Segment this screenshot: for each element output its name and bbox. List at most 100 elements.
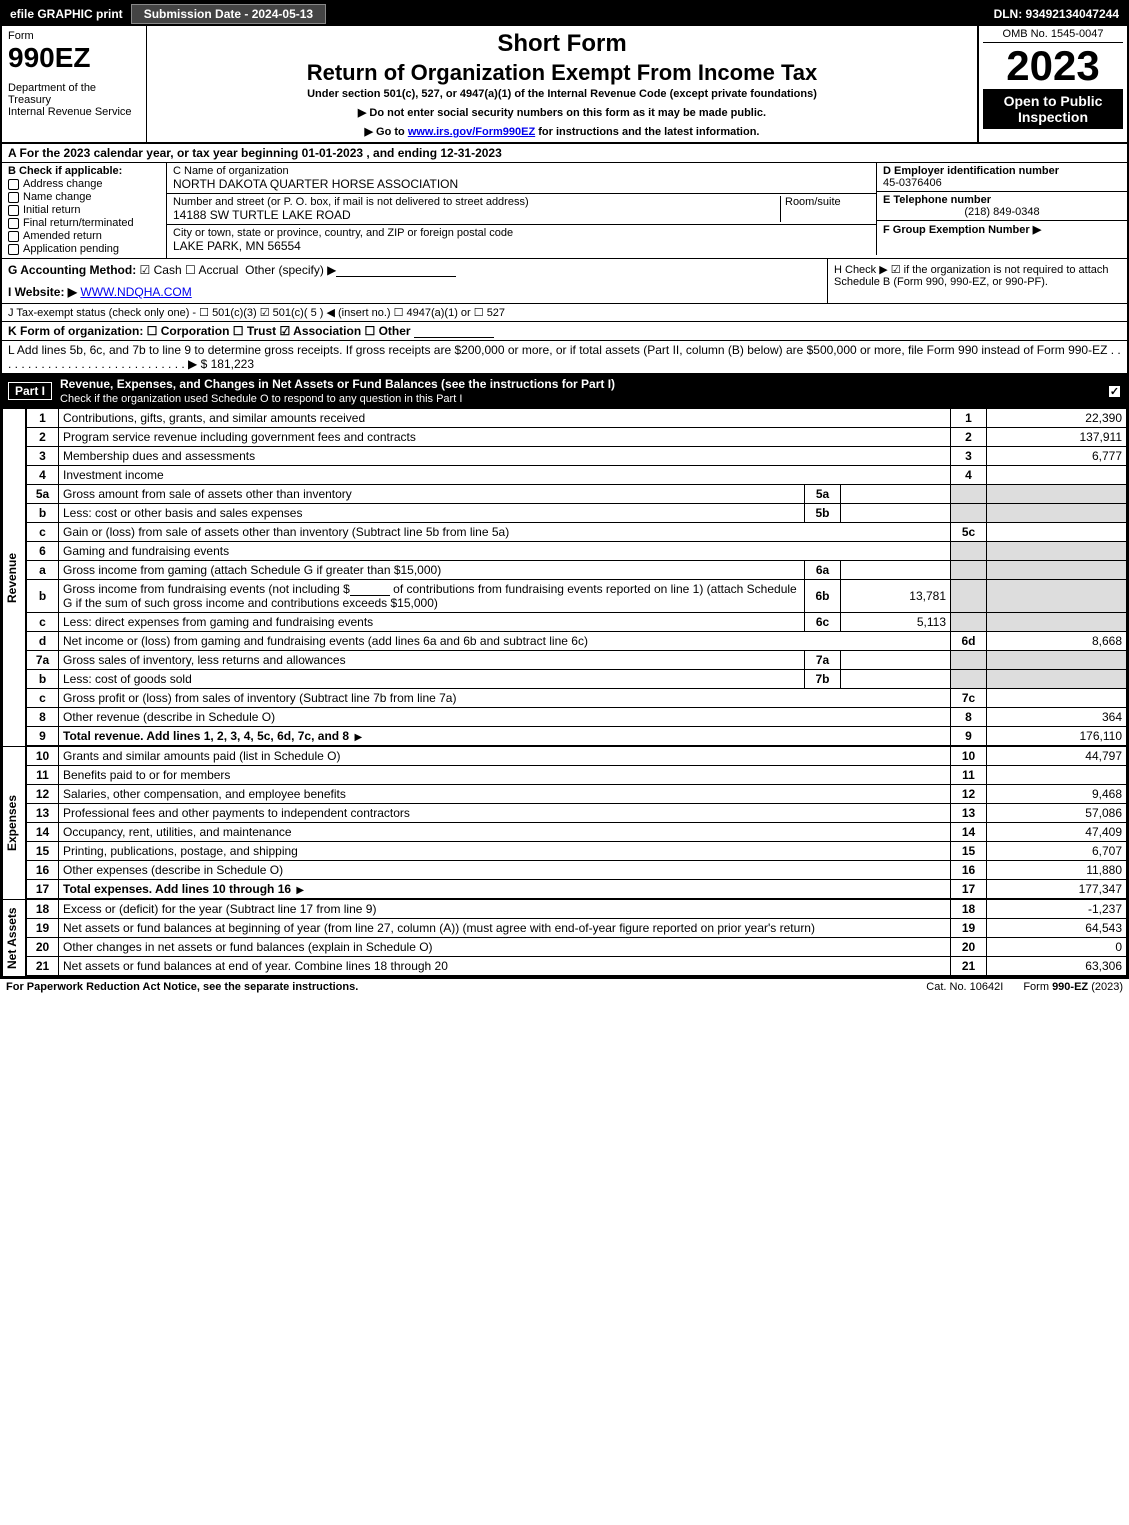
row-g: G Accounting Method: ☑ Cash ☐ Accrual Ot… xyxy=(2,259,827,303)
phone-cell: E Telephone number (218) 849-0348 xyxy=(877,192,1127,221)
line-8: 8Other revenue (describe in Schedule O)8… xyxy=(27,708,1127,727)
dept-label: Department of the Treasury Internal Reve… xyxy=(8,82,140,118)
group-exempt-label: F Group Exemption Number ▶ xyxy=(883,224,1041,236)
chk-initial-return[interactable]: Initial return xyxy=(8,204,160,216)
revenue-block: Revenue 1Contributions, gifts, grants, a… xyxy=(2,408,1127,746)
footer-right: Form 990-EZ (2023) xyxy=(1023,981,1123,993)
line-7a: 7aGross sales of inventory, less returns… xyxy=(27,651,1127,670)
chk-amended[interactable]: Amended return xyxy=(8,230,160,242)
part-1-check[interactable]: ✓ xyxy=(1108,385,1121,398)
line-1: 1Contributions, gifts, grants, and simil… xyxy=(27,409,1127,428)
phone-label: E Telephone number xyxy=(883,194,1121,206)
line-16: 16Other expenses (describe in Schedule O… xyxy=(27,861,1127,880)
line-18: 18Excess or (deficit) for the year (Subt… xyxy=(27,900,1127,919)
line-17: 17Total expenses. Add lines 10 through 1… xyxy=(27,880,1127,899)
line-5b: bLess: cost or other basis and sales exp… xyxy=(27,504,1127,523)
ein-label: D Employer identification number xyxy=(883,165,1121,177)
group-exempt-cell: F Group Exemption Number ▶ xyxy=(877,221,1127,238)
chk-cash[interactable]: ☑ xyxy=(140,263,154,277)
chk-final-return[interactable]: Final return/terminated xyxy=(8,217,160,229)
dln-label: DLN: 93492134047244 xyxy=(994,7,1127,21)
part-1-label: Part I xyxy=(8,382,52,400)
instr-2-suffix: for instructions and the latest informat… xyxy=(535,126,759,138)
line-13: 13Professional fees and other payments t… xyxy=(27,804,1127,823)
line-12: 12Salaries, other compensation, and empl… xyxy=(27,785,1127,804)
expenses-side-label: Expenses xyxy=(2,746,26,899)
row-k: K Form of organization: ☐ Corporation ☐ … xyxy=(2,322,1127,341)
footer-left: For Paperwork Reduction Act Notice, see … xyxy=(6,981,358,993)
city-label: City or town, state or province, country… xyxy=(173,227,870,239)
instr-2: ▶ Go to www.irs.gov/Form990EZ for instru… xyxy=(155,125,969,138)
line-6d: dNet income or (loss) from gaming and fu… xyxy=(27,632,1127,651)
org-name-cell: C Name of organization NORTH DAKOTA QUAR… xyxy=(167,163,877,194)
header-left: Form 990EZ Department of the Treasury In… xyxy=(2,26,147,142)
netassets-table: 18Excess or (deficit) for the year (Subt… xyxy=(26,899,1127,976)
efile-label: efile GRAPHIC print xyxy=(2,7,131,21)
expenses-table: 10Grants and similar amounts paid (list … xyxy=(26,746,1127,899)
org-name-label: C Name of organization xyxy=(173,165,870,177)
line-15: 15Printing, publications, postage, and s… xyxy=(27,842,1127,861)
header-right: OMB No. 1545-0047 2023 Open to Public In… xyxy=(977,26,1127,142)
street-label: Number and street (or P. O. box, if mail… xyxy=(173,196,780,208)
submission-date: Submission Date - 2024-05-13 xyxy=(131,4,326,24)
line-6: 6Gaming and fundraising events xyxy=(27,542,1127,561)
row-l: L Add lines 5b, 6c, and 7b to line 9 to … xyxy=(2,341,1127,374)
phone-value: (218) 849-0348 xyxy=(883,206,1121,218)
line-7c: cGross profit or (loss) from sales of in… xyxy=(27,689,1127,708)
header-row: Form 990EZ Department of the Treasury In… xyxy=(2,26,1127,144)
row-l-text: L Add lines 5b, 6c, and 7b to line 9 to … xyxy=(8,343,1121,371)
chk-name-change[interactable]: Name change xyxy=(8,191,160,203)
line-6a: aGross income from gaming (attach Schedu… xyxy=(27,561,1127,580)
section-c: C Name of organization NORTH DAKOTA QUAR… xyxy=(167,163,877,258)
netassets-block: Net Assets 18Excess or (deficit) for the… xyxy=(2,899,1127,976)
irs-link[interactable]: www.irs.gov/Form990EZ xyxy=(408,126,535,138)
org-name-value: NORTH DAKOTA QUARTER HORSE ASSOCIATION xyxy=(173,177,870,191)
header-center: Short Form Return of Organization Exempt… xyxy=(147,26,977,142)
revenue-table: 1Contributions, gifts, grants, and simil… xyxy=(26,408,1127,746)
line-11: 11Benefits paid to or for members11 xyxy=(27,766,1127,785)
tax-year: 2023 xyxy=(983,45,1123,87)
line-5c: cGain or (loss) from sale of assets othe… xyxy=(27,523,1127,542)
other-org-input[interactable] xyxy=(414,324,494,338)
section-def: D Employer identification number 45-0376… xyxy=(877,163,1127,258)
street-value: 14188 SW TURTLE LAKE ROAD xyxy=(173,208,780,222)
open-public-badge: Open to Public Inspection xyxy=(983,89,1123,129)
short-form-title: Short Form xyxy=(155,30,969,58)
footer: For Paperwork Reduction Act Notice, see … xyxy=(0,978,1129,995)
expenses-block: Expenses 10Grants and similar amounts pa… xyxy=(2,746,1127,899)
line-6c: cLess: direct expenses from gaming and f… xyxy=(27,613,1127,632)
chk-app-pending[interactable]: Application pending xyxy=(8,243,160,255)
main-title: Return of Organization Exempt From Incom… xyxy=(155,60,969,86)
website-link[interactable]: WWW.NDQHA.COM xyxy=(80,285,191,299)
street-cell: Number and street (or P. O. box, if mail… xyxy=(167,194,877,225)
part-1-check-text: Check if the organization used Schedule … xyxy=(60,393,462,405)
website-label: I Website: ▶ xyxy=(8,285,77,299)
line-21: 21Net assets or fund balances at end of … xyxy=(27,957,1127,976)
chk-accrual[interactable]: ☐ xyxy=(185,263,198,277)
chk-address-change[interactable]: Address change xyxy=(8,178,160,190)
form-container: efile GRAPHIC print Submission Date - 20… xyxy=(0,0,1129,978)
city-value: LAKE PARK, MN 56554 xyxy=(173,239,870,253)
row-l-amount: 181,223 xyxy=(211,357,254,371)
other-specify-input[interactable] xyxy=(336,263,456,277)
line-2: 2Program service revenue including gover… xyxy=(27,428,1127,447)
line-14: 14Occupancy, rent, utilities, and mainte… xyxy=(27,823,1127,842)
row-a: A For the 2023 calendar year, or tax yea… xyxy=(2,144,1127,163)
subtitle: Under section 501(c), 527, or 4947(a)(1)… xyxy=(155,88,969,100)
ein-cell: D Employer identification number 45-0376… xyxy=(877,163,1127,192)
instr-1: ▶ Do not enter social security numbers o… xyxy=(155,106,969,119)
line-20: 20Other changes in net assets or fund ba… xyxy=(27,938,1127,957)
top-bar: efile GRAPHIC print Submission Date - 20… xyxy=(2,2,1127,26)
section-bcdef: B Check if applicable: Address change Na… xyxy=(2,163,1127,259)
footer-mid: Cat. No. 10642I xyxy=(926,981,1003,993)
row-h: H Check ▶ ☑ if the organization is not r… xyxy=(827,259,1127,303)
line-7b: bLess: cost of goods sold7b xyxy=(27,670,1127,689)
revenue-side-label: Revenue xyxy=(2,408,26,746)
line-6b: bGross income from fundraising events (n… xyxy=(27,580,1127,613)
line-3: 3Membership dues and assessments36,777 xyxy=(27,447,1127,466)
form-number: 990EZ xyxy=(8,42,140,74)
line-9: 9Total revenue. Add lines 1, 2, 3, 4, 5c… xyxy=(27,727,1127,746)
section-b: B Check if applicable: Address change Na… xyxy=(2,163,167,258)
omb-number: OMB No. 1545-0047 xyxy=(983,28,1123,43)
line-5a: 5aGross amount from sale of assets other… xyxy=(27,485,1127,504)
